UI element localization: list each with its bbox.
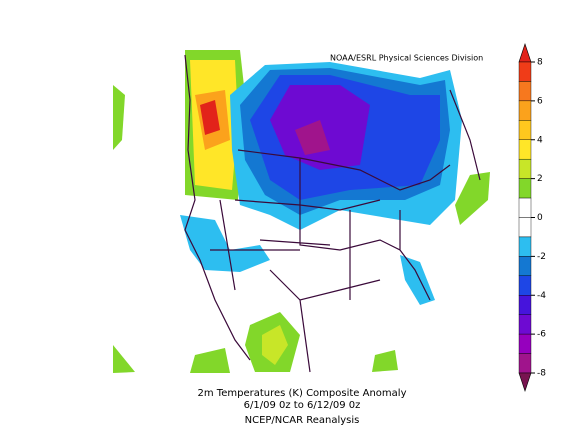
caption-dates: 6/1/09 0z to 6/12/09 0z <box>244 400 361 411</box>
colorbar-tick-label: 6 <box>537 96 543 106</box>
colorbar-tick-label: -2 <box>537 252 546 262</box>
anomaly-area <box>372 350 398 372</box>
anomaly-area <box>455 172 490 225</box>
anomaly-area <box>113 345 135 373</box>
colorbar-arrow <box>518 372 532 392</box>
colorbar-band <box>518 217 532 238</box>
colorbar-band <box>518 353 532 374</box>
anomaly-area <box>262 325 288 365</box>
colorbar-band <box>518 275 532 296</box>
anomaly-area <box>200 100 220 135</box>
anomaly-area <box>180 215 270 272</box>
colorbar-band <box>518 120 532 140</box>
colorbar: 8 6 4 2 0 -2 -4 -6 -8 <box>518 43 546 392</box>
colorbar-tick-label: -4 <box>537 291 546 301</box>
caption-source: NCEP/NCAR Reanalysis <box>245 415 360 426</box>
credit: NOAA/ESRL Physical Sciences Division <box>330 54 483 63</box>
boundaries <box>184 54 481 373</box>
colorbar-tick-label: 8 <box>537 58 543 68</box>
colorbar-band <box>518 61 532 82</box>
colorbar-tick-label: 0 <box>537 213 543 223</box>
colorbar-band <box>518 81 532 102</box>
colorbar-band <box>518 178 532 199</box>
anomaly-area <box>190 348 230 373</box>
colorbar-tick-label: -6 <box>537 330 546 340</box>
colorbar-band <box>518 295 532 315</box>
caption-title: 2m Temperatures (K) Composite Anomaly <box>198 388 407 399</box>
colorbar-band <box>518 197 532 218</box>
anomaly-area <box>113 85 125 150</box>
colorbar-band <box>518 333 532 354</box>
colorbar-band <box>518 100 532 121</box>
colorbar-tick-label: 4 <box>537 135 543 145</box>
anomaly-area <box>295 120 330 155</box>
colorbar-arrow <box>518 43 532 63</box>
colorbar-band <box>518 139 532 160</box>
colorbar-band <box>518 256 532 277</box>
colorbar-band <box>518 314 532 335</box>
colorbar-band <box>518 158 532 179</box>
colorbar-band <box>518 236 532 257</box>
map: NOAA/ESRL Physical Sciences Division <box>113 45 492 373</box>
colorbar-tick-label: -8 <box>537 369 546 379</box>
colorbar-tick-label: 2 <box>537 174 543 184</box>
